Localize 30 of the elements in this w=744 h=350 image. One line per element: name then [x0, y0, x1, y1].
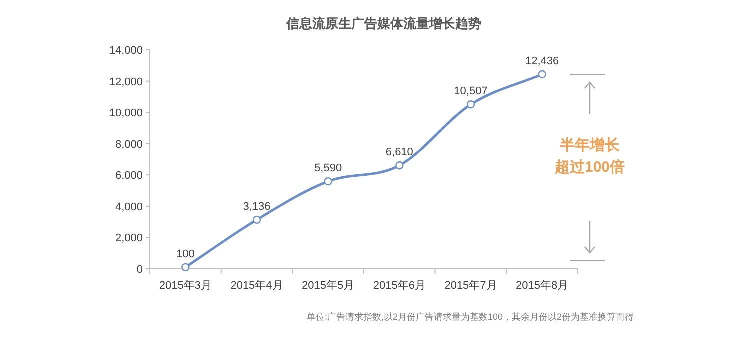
x-tick-label: 2015年3月: [159, 280, 212, 292]
x-tick-label: 2015年8月: [516, 280, 569, 292]
data-label: 100: [176, 248, 195, 260]
x-tick-label: 2015年7月: [444, 280, 498, 292]
point: [324, 177, 332, 186]
y-tick-label: 14,000: [109, 45, 143, 57]
point: [466, 100, 476, 109]
y-tick-label: 10,000: [109, 108, 143, 120]
y-tick-label: 4,000: [115, 201, 143, 214]
y-tick-label: 6,000: [115, 170, 143, 182]
y-tick-label: 12,000: [109, 76, 143, 88]
annotation: 超过100倍: [554, 159, 626, 176]
x-tick-label: 2015年6月: [373, 280, 426, 292]
point: [182, 263, 190, 272]
chart-title: 信息流原生广告媒体流量增长趋势: [286, 16, 482, 31]
y-tick-label: 0: [136, 264, 143, 276]
data-label: 3,136: [243, 200, 271, 213]
x-tick-label: 2015年4月: [230, 280, 284, 292]
point: [538, 70, 546, 79]
x-tick-label: 2015年5月: [302, 280, 355, 292]
y-tick-label: 8,000: [115, 138, 143, 151]
data-label: 10,507: [454, 86, 488, 98]
point: [396, 162, 404, 170]
point: [252, 216, 262, 224]
data-label: 12,436: [526, 55, 560, 68]
data-label: 6,610: [386, 146, 414, 159]
y-tick-label: 2,000: [115, 232, 143, 245]
text: 单位:广告请求指数,以2月份广告请求量为基数100，其余月份以2份为基准换算而得: [306, 312, 634, 322]
data-label: 5,590: [314, 162, 342, 175]
annotation: 半年增长: [559, 137, 621, 154]
